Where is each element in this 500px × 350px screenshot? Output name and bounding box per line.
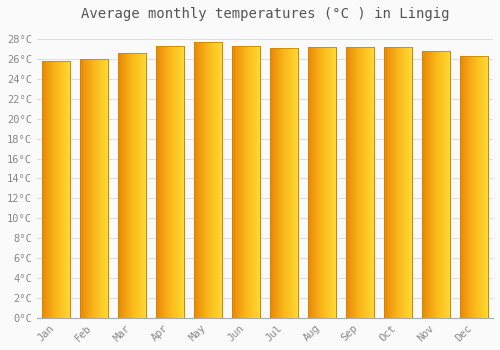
- Bar: [270, 48, 297, 318]
- Bar: [80, 59, 108, 318]
- Bar: [118, 53, 146, 318]
- Bar: [460, 56, 487, 318]
- Bar: [422, 51, 450, 318]
- Bar: [384, 47, 411, 318]
- Bar: [232, 46, 260, 318]
- Bar: [42, 61, 70, 318]
- Bar: [346, 47, 374, 318]
- Bar: [422, 51, 450, 318]
- Bar: [194, 42, 222, 318]
- Bar: [118, 53, 146, 318]
- Bar: [80, 59, 108, 318]
- Bar: [308, 47, 336, 318]
- Bar: [270, 48, 297, 318]
- Title: Average monthly temperatures (°C ) in Lingig: Average monthly temperatures (°C ) in Li…: [80, 7, 449, 21]
- Bar: [308, 47, 336, 318]
- Bar: [460, 56, 487, 318]
- Bar: [384, 47, 411, 318]
- Bar: [156, 46, 184, 318]
- Bar: [156, 46, 184, 318]
- Bar: [232, 46, 260, 318]
- Bar: [42, 61, 70, 318]
- Bar: [194, 42, 222, 318]
- Bar: [346, 47, 374, 318]
